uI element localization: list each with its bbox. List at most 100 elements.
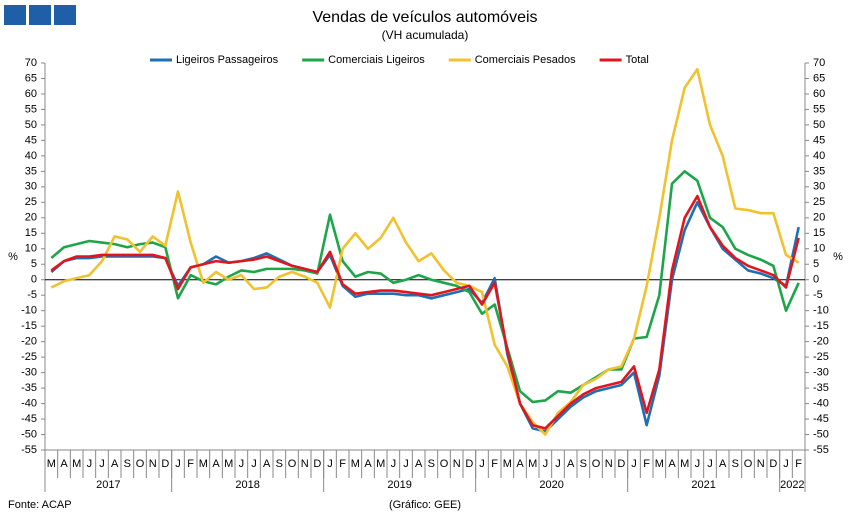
y-tick-label: 55 — [25, 103, 37, 115]
x-tick-label: N — [757, 458, 765, 470]
x-tick-label: J — [631, 458, 637, 470]
x-tick-label: O — [440, 458, 449, 470]
y-axis-label: % — [8, 251, 18, 263]
chart-subtitle: (VH acumulada) — [382, 28, 469, 42]
x-tick-label: J — [391, 458, 397, 470]
x-tick-label: D — [617, 458, 625, 470]
series-line — [50, 201, 800, 433]
x-tick-label: M — [680, 458, 689, 470]
x-tick-label: M — [224, 458, 233, 470]
y2-tick-label: -5 — [813, 289, 823, 301]
x-tick-label: F — [491, 458, 498, 470]
y-tick-label: -40 — [21, 397, 37, 409]
logo-block — [29, 5, 51, 25]
x-tick-label: D — [465, 458, 473, 470]
year-label: 2019 — [387, 479, 411, 491]
x-tick-label: N — [605, 458, 613, 470]
x-tick-label: N — [301, 458, 309, 470]
y2-tick-label: 5 — [813, 258, 819, 270]
legend-label: Comerciais Pesados — [475, 54, 576, 66]
x-tick-label: A — [364, 458, 372, 470]
y2-tick-label: 50 — [813, 119, 825, 131]
y2-tick-label: -55 — [813, 444, 829, 456]
series-line — [50, 67, 800, 436]
y-tick-label: -50 — [21, 428, 37, 440]
y2-tick-label: 30 — [813, 181, 825, 193]
y-tick-label: -5 — [27, 289, 37, 301]
x-tick-label: M — [47, 458, 56, 470]
y-tick-label: 0 — [31, 274, 37, 286]
x-tick-label: O — [136, 458, 145, 470]
x-tick-label: S — [124, 458, 131, 470]
x-tick-label: D — [161, 458, 169, 470]
x-tick-label: M — [72, 458, 81, 470]
y2-tick-label: 70 — [813, 57, 825, 69]
x-tick-label: D — [313, 458, 321, 470]
series-line — [50, 194, 800, 430]
y2-axis-label: % — [833, 251, 843, 263]
y2-tick-label: -30 — [813, 367, 829, 379]
y2-tick-label: -45 — [813, 413, 829, 425]
x-tick-label: M — [376, 458, 385, 470]
y-tick-label: 5 — [31, 258, 37, 270]
logo-block — [54, 5, 76, 25]
x-tick-label: J — [239, 458, 245, 470]
y2-tick-label: 35 — [813, 165, 825, 177]
x-tick-label: O — [744, 458, 753, 470]
y-tick-label: -55 — [21, 444, 37, 456]
y-tick-label: 50 — [25, 119, 37, 131]
x-tick-label: O — [288, 458, 297, 470]
legend-label: Comerciais Ligeiros — [328, 54, 425, 66]
x-tick-label: S — [580, 458, 587, 470]
x-tick-label: F — [187, 458, 194, 470]
x-tick-label: S — [428, 458, 435, 470]
x-tick-label: A — [60, 458, 68, 470]
y-tick-label: 10 — [25, 243, 37, 255]
y2-tick-label: 25 — [813, 196, 825, 208]
y-tick-label: 60 — [25, 88, 37, 100]
y2-tick-label: 55 — [813, 103, 825, 115]
x-tick-label: J — [783, 458, 789, 470]
y2-tick-label: -25 — [813, 351, 829, 363]
x-tick-label: M — [503, 458, 512, 470]
y-tick-label: 35 — [25, 165, 37, 177]
x-tick-label: J — [555, 458, 561, 470]
y2-tick-label: -40 — [813, 397, 829, 409]
legend-label: Ligeiros Passageiros — [176, 54, 279, 66]
x-tick-label: A — [111, 458, 119, 470]
x-tick-label: A — [668, 458, 676, 470]
credit: (Gráfico: GEE) — [389, 499, 461, 511]
x-tick-label: M — [655, 458, 664, 470]
source: Fonte: ACAP — [8, 499, 72, 511]
y2-tick-label: 0 — [813, 274, 819, 286]
x-tick-label: A — [567, 458, 575, 470]
y-tick-label: 65 — [25, 72, 37, 84]
y2-tick-label: 40 — [813, 150, 825, 162]
y-tick-label: -15 — [21, 320, 37, 332]
y-tick-label: -30 — [21, 367, 37, 379]
y-tick-label: -25 — [21, 351, 37, 363]
x-tick-label: F — [643, 458, 650, 470]
x-tick-label: A — [719, 458, 727, 470]
year-label: 2021 — [691, 479, 715, 491]
series-line — [50, 170, 800, 404]
y2-tick-label: 45 — [813, 134, 825, 146]
y2-tick-label: 20 — [813, 212, 825, 224]
x-tick-label: J — [543, 458, 549, 470]
year-label: 2022 — [780, 479, 804, 491]
x-tick-label: A — [516, 458, 524, 470]
x-tick-label: J — [327, 458, 333, 470]
x-tick-label: S — [732, 458, 739, 470]
x-tick-label: J — [707, 458, 713, 470]
y-tick-label: -45 — [21, 413, 37, 425]
y2-tick-label: 15 — [813, 227, 825, 239]
y2-tick-label: 10 — [813, 243, 825, 255]
y-tick-label: 40 — [25, 150, 37, 162]
x-tick-label: J — [87, 458, 93, 470]
x-tick-label: O — [592, 458, 601, 470]
y2-tick-label: -35 — [813, 382, 829, 394]
x-tick-label: F — [339, 458, 346, 470]
legend-label: Total — [626, 54, 649, 66]
x-tick-label: J — [175, 458, 181, 470]
y-tick-label: -10 — [21, 305, 37, 317]
